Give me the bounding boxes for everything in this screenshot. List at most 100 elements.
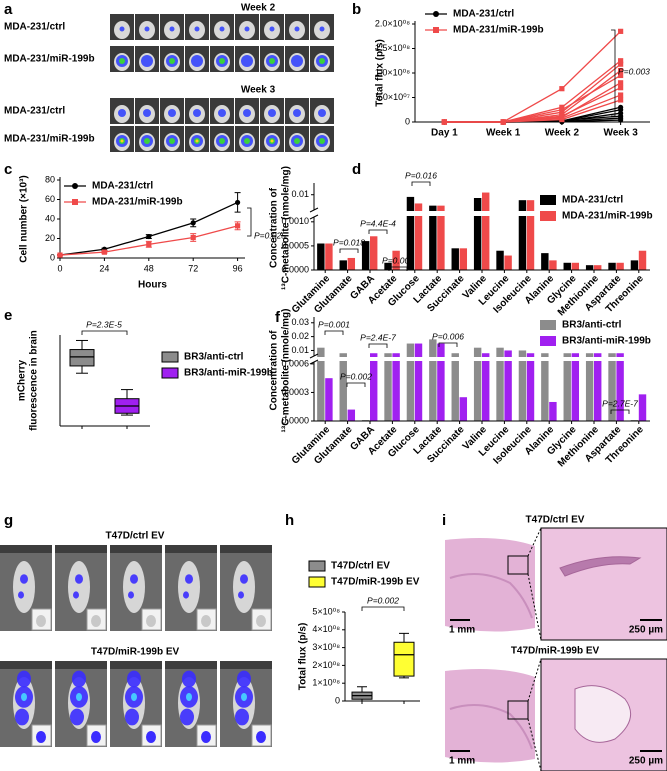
signal-core [131,693,137,701]
signal [238,591,244,599]
data-point [618,67,624,74]
signal-core [244,138,250,144]
signal [119,26,125,32]
signal [20,574,28,584]
p-value: P=0.002 [367,595,399,605]
data-point [146,241,152,247]
inset-brain [91,615,101,627]
p-value: P=0.018 [333,237,365,247]
zoom-connector [527,573,542,641]
bar [496,347,504,421]
mouse-body [178,561,200,613]
brain-section [445,669,535,763]
y-tick-label: 1.0×10⁰⁸ [375,67,410,77]
zoom-image [540,527,667,641]
bar [541,253,549,270]
y-tick-label: 60 [45,194,55,204]
bar [585,265,594,270]
scale-label: 250 µm [629,625,663,636]
y-tick-label: 0.0000 [281,264,309,274]
signal [194,26,200,32]
bar [459,248,468,270]
bar [370,353,378,421]
data-point [559,116,565,123]
signal [75,574,83,584]
bar [384,353,392,421]
y-axis-title: Total flux (p/s) [375,39,386,107]
significance-bracket [81,330,128,335]
data-line [59,225,238,256]
p-value: P=0.006 [382,255,414,265]
row-label: MDA-231/ctrl [4,106,65,117]
y-tick-label: 3×10⁰⁸ [312,642,340,652]
scale-label: 1 mm [449,756,475,767]
bar [429,339,437,421]
bar [608,353,616,421]
axis-break [308,357,652,361]
signal [141,55,153,67]
inset-brain [91,731,101,743]
signal [130,574,138,584]
x-axis-title: Hours [138,280,167,291]
legend-label: MDA-231/ctrl [92,181,153,192]
panel-letter: c [4,161,12,178]
significance-bracket [388,266,408,271]
significance-bracket [411,181,431,186]
zoom-connector [527,527,542,557]
signal [143,109,151,117]
bar [451,248,459,270]
legend-swatch [540,336,556,346]
bar [571,262,580,270]
signal-core [241,693,247,701]
bar [429,205,437,270]
legend-marker [72,199,78,205]
legend-label: MDA-231/ctrl [562,195,623,206]
signal [319,26,325,32]
cage-bar [55,545,107,553]
data-point [618,117,624,123]
p-value: P=0.025 [254,230,286,240]
signal-core [294,138,300,144]
mouse-body [13,561,35,613]
signal [185,574,193,584]
y-axis-title: ¹³C-metabolite (nmole/mg) [281,166,292,290]
legend-label: BR3/anti-ctrl [562,320,622,331]
data-line [444,99,621,123]
legend-label: BR3/anti-miR-199b [562,336,651,347]
bar [585,353,594,421]
zoom-texture [574,685,632,743]
bar [526,200,535,270]
p-value: P=0.016 [405,170,437,180]
legend-marker [72,183,78,189]
data-point [618,92,624,98]
inset-brain [256,615,266,627]
p-value: P=2.3E-5 [86,319,122,329]
bar [339,260,347,270]
legend-label: BR3/anti-ctrl [184,352,244,363]
brain-section [445,538,535,632]
signal [235,708,249,726]
y-tick-label: 5.0×10⁰⁷ [375,92,410,102]
bar [392,353,400,421]
signal-core [76,693,82,701]
panel-letter: b [352,1,361,18]
x-tick-label: Week 2 [545,128,580,139]
significance-bracket [247,207,252,237]
break-mark [309,359,319,365]
y-tick-label: 5×10⁰⁸ [312,606,340,616]
p-value: P=0.001 [318,319,350,329]
signal [219,26,225,32]
data-point [190,234,196,241]
significance-bracket [339,248,359,253]
panel-letter: f [275,309,281,326]
inset-brain [146,731,156,743]
legend-label: MDA-231/miR-199b [562,211,653,222]
signal-core [21,693,27,701]
signal-core [119,58,125,64]
signal-peak [270,139,274,143]
bar [459,397,468,421]
y-axis-title: fluorescence in brain [29,330,40,431]
signal [169,26,175,32]
cage-bar [0,661,52,669]
